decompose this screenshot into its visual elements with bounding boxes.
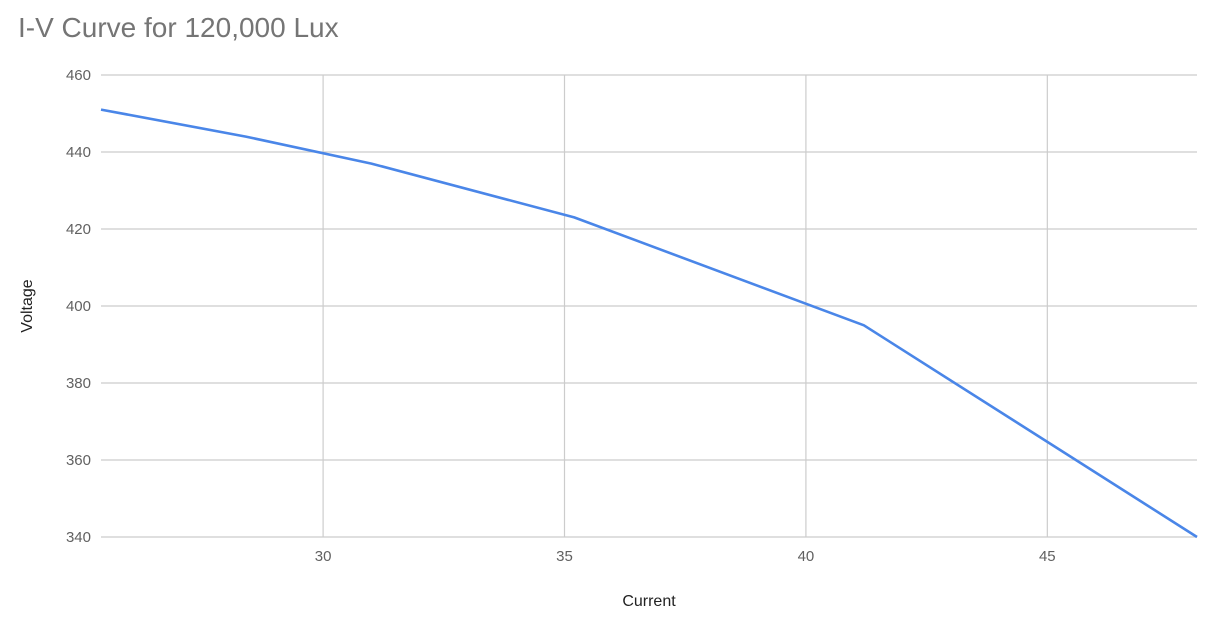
y-tick-label: 360 bbox=[66, 452, 91, 469]
x-tick-label: 40 bbox=[798, 548, 815, 565]
y-tick-label: 460 bbox=[66, 67, 91, 84]
x-axis-ticks: 30 35 40 45 bbox=[315, 548, 1056, 565]
y-tick-label: 440 bbox=[66, 144, 91, 161]
y-axis-ticks: 340 360 380 400 420 440 460 bbox=[66, 67, 91, 546]
series-layer bbox=[100, 108, 1198, 539]
y-axis-title: Voltage bbox=[19, 279, 36, 332]
y-tick-label: 380 bbox=[66, 375, 91, 392]
x-axis-title: Current bbox=[622, 593, 676, 610]
x-tick-label: 35 bbox=[556, 548, 573, 565]
series-line bbox=[100, 108, 1198, 539]
x-tick-label: 45 bbox=[1039, 548, 1056, 565]
y-tick-label: 420 bbox=[66, 221, 91, 238]
x-tick-label: 30 bbox=[315, 548, 332, 565]
chart-title: I-V Curve for 120,000 Lux bbox=[18, 12, 339, 43]
y-tick-label: 340 bbox=[66, 529, 91, 546]
y-tick-label: 400 bbox=[66, 298, 91, 315]
grid-lines bbox=[101, 74, 1197, 538]
